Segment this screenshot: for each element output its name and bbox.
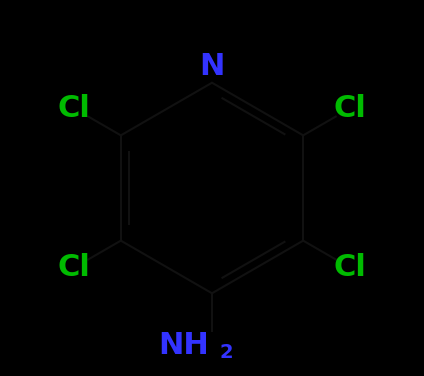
Text: 2: 2	[220, 343, 233, 362]
Text: Cl: Cl	[334, 253, 367, 282]
Text: Cl: Cl	[57, 94, 90, 123]
Text: NH: NH	[158, 331, 209, 361]
Text: Cl: Cl	[334, 94, 367, 123]
Text: Cl: Cl	[57, 253, 90, 282]
Text: N: N	[199, 52, 225, 81]
